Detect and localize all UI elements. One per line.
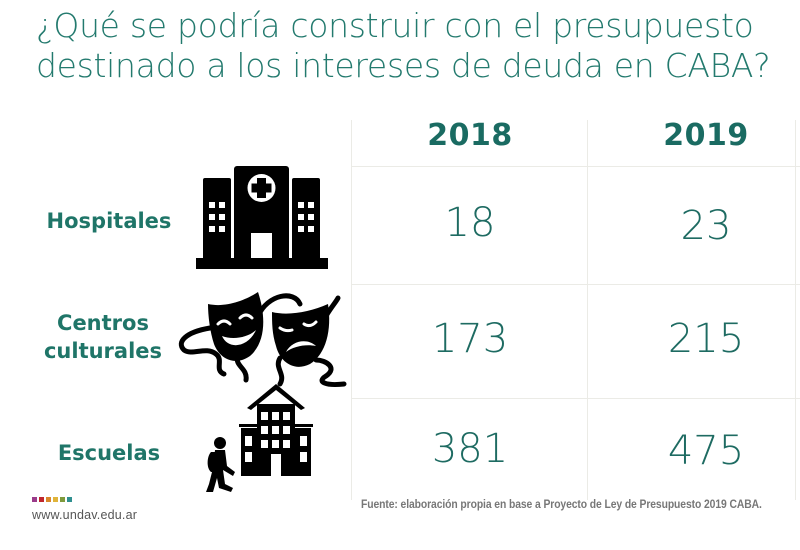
grid-divider xyxy=(352,166,800,167)
title-line-1: ¿Qué se podría construir con el presupue… xyxy=(36,6,754,45)
value-escuelas-2019: 475 xyxy=(667,428,745,474)
value-centros-culturales-2018: 173 xyxy=(431,316,509,362)
undav-logo-squares xyxy=(32,497,72,502)
logo-square xyxy=(39,497,44,502)
row-label-escuelas: Escuelas xyxy=(34,439,184,467)
value-escuelas-2018: 381 xyxy=(431,426,509,472)
row-label-text: Hospitales xyxy=(46,209,172,233)
hospital-icon xyxy=(196,166,328,269)
grid-divider xyxy=(352,398,800,399)
logo-square xyxy=(53,497,58,502)
grid-divider xyxy=(587,120,588,500)
grid-divider xyxy=(351,120,352,500)
theater-masks-icon xyxy=(178,292,347,387)
logo-square xyxy=(67,497,72,502)
value-centros-culturales-2019: 215 xyxy=(667,316,745,362)
value-hospitales-2019: 23 xyxy=(680,203,732,249)
school-with-student-icon xyxy=(206,384,313,492)
row-label-text: Centros xyxy=(57,311,149,335)
source-note: Fuente: elaboración propia en base a Pro… xyxy=(361,499,762,511)
row-label-text: culturales xyxy=(43,339,163,363)
grid-divider xyxy=(352,284,800,285)
grid-divider xyxy=(795,120,796,500)
row-label-text: Escuelas xyxy=(57,441,161,465)
page-title: ¿Qué se podría construir con el presupue… xyxy=(36,6,796,86)
column-header-2019: 2019 xyxy=(663,118,749,153)
column-header-2018: 2018 xyxy=(427,118,513,153)
logo-square xyxy=(46,497,51,502)
title-line-2: destinado a los intereses de deuda en CA… xyxy=(36,46,771,85)
logo-square xyxy=(60,497,65,502)
logo-square xyxy=(32,497,37,502)
student-icon xyxy=(206,437,235,492)
website-link[interactable]: www.undav.edu.ar xyxy=(32,508,138,522)
row-label-hospitales: Hospitales xyxy=(34,207,184,235)
row-label-centros-culturales: Centros culturales xyxy=(28,309,178,365)
value-hospitales-2018: 18 xyxy=(444,200,496,246)
